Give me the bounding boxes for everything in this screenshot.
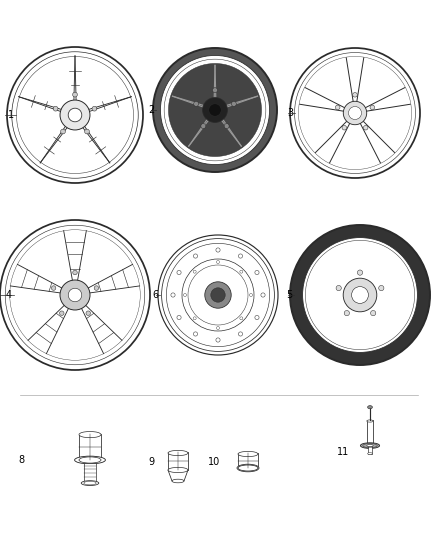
Ellipse shape [216,248,220,252]
Text: 2: 2 [148,105,154,115]
Ellipse shape [184,294,187,296]
Ellipse shape [231,101,237,107]
Ellipse shape [344,311,350,316]
Ellipse shape [53,106,58,111]
Ellipse shape [201,124,206,128]
Ellipse shape [353,93,357,97]
Ellipse shape [172,479,184,483]
Ellipse shape [216,261,219,263]
Polygon shape [168,470,188,481]
Ellipse shape [224,124,229,128]
Ellipse shape [211,288,225,302]
Ellipse shape [177,316,181,320]
FancyBboxPatch shape [238,453,258,468]
Text: 4: 4 [6,290,12,300]
Ellipse shape [290,225,430,365]
FancyBboxPatch shape [168,452,188,470]
Ellipse shape [60,311,64,316]
Text: 1: 1 [8,110,14,120]
Ellipse shape [216,327,219,329]
Text: 9: 9 [148,457,154,467]
Ellipse shape [352,287,368,303]
Ellipse shape [343,101,367,125]
Ellipse shape [160,55,269,165]
Ellipse shape [367,445,373,447]
Ellipse shape [92,106,97,111]
Ellipse shape [81,481,99,486]
Ellipse shape [73,270,77,274]
Ellipse shape [51,286,56,290]
Ellipse shape [74,456,106,464]
Ellipse shape [79,457,101,463]
Ellipse shape [85,129,89,134]
Ellipse shape [336,105,340,110]
Ellipse shape [357,270,363,275]
Ellipse shape [60,100,90,130]
Ellipse shape [84,481,96,485]
Ellipse shape [237,464,259,472]
Ellipse shape [68,288,82,302]
Ellipse shape [60,129,65,134]
Ellipse shape [360,443,380,448]
Ellipse shape [250,294,252,296]
Ellipse shape [205,282,231,308]
FancyBboxPatch shape [367,420,373,446]
Ellipse shape [349,107,361,119]
Ellipse shape [255,270,259,274]
Text: 3: 3 [287,108,293,118]
Ellipse shape [370,105,374,110]
Ellipse shape [240,270,243,273]
Ellipse shape [336,286,341,290]
FancyBboxPatch shape [79,434,101,460]
Ellipse shape [342,125,346,130]
Ellipse shape [238,332,243,336]
Ellipse shape [255,316,259,320]
Ellipse shape [367,453,372,455]
Ellipse shape [68,108,82,122]
Ellipse shape [379,286,384,290]
Ellipse shape [168,450,188,456]
Ellipse shape [238,465,258,471]
Ellipse shape [367,406,372,409]
Ellipse shape [238,451,258,457]
Ellipse shape [209,104,221,116]
FancyBboxPatch shape [367,446,372,454]
Text: 11: 11 [337,447,349,457]
Ellipse shape [79,432,101,438]
Ellipse shape [216,338,220,342]
Ellipse shape [367,420,373,422]
Ellipse shape [261,293,265,297]
Ellipse shape [203,98,227,123]
Ellipse shape [212,88,218,93]
Ellipse shape [194,101,198,107]
Ellipse shape [343,278,377,312]
Ellipse shape [364,125,368,130]
Ellipse shape [168,467,188,473]
Ellipse shape [194,332,198,336]
Ellipse shape [177,270,181,274]
Ellipse shape [193,317,196,320]
Ellipse shape [153,48,277,172]
Ellipse shape [371,311,376,316]
FancyBboxPatch shape [84,463,96,483]
Text: 6: 6 [152,290,158,300]
Text: 5: 5 [286,290,292,300]
Ellipse shape [240,317,243,320]
Ellipse shape [194,254,198,258]
Text: 10: 10 [208,457,220,467]
Ellipse shape [86,311,91,316]
Ellipse shape [60,280,90,310]
Ellipse shape [193,270,196,273]
Ellipse shape [73,92,78,97]
Ellipse shape [171,293,175,297]
Ellipse shape [238,254,243,258]
Text: 8: 8 [18,455,24,465]
Ellipse shape [169,63,261,157]
Ellipse shape [303,238,417,352]
Ellipse shape [94,286,99,290]
